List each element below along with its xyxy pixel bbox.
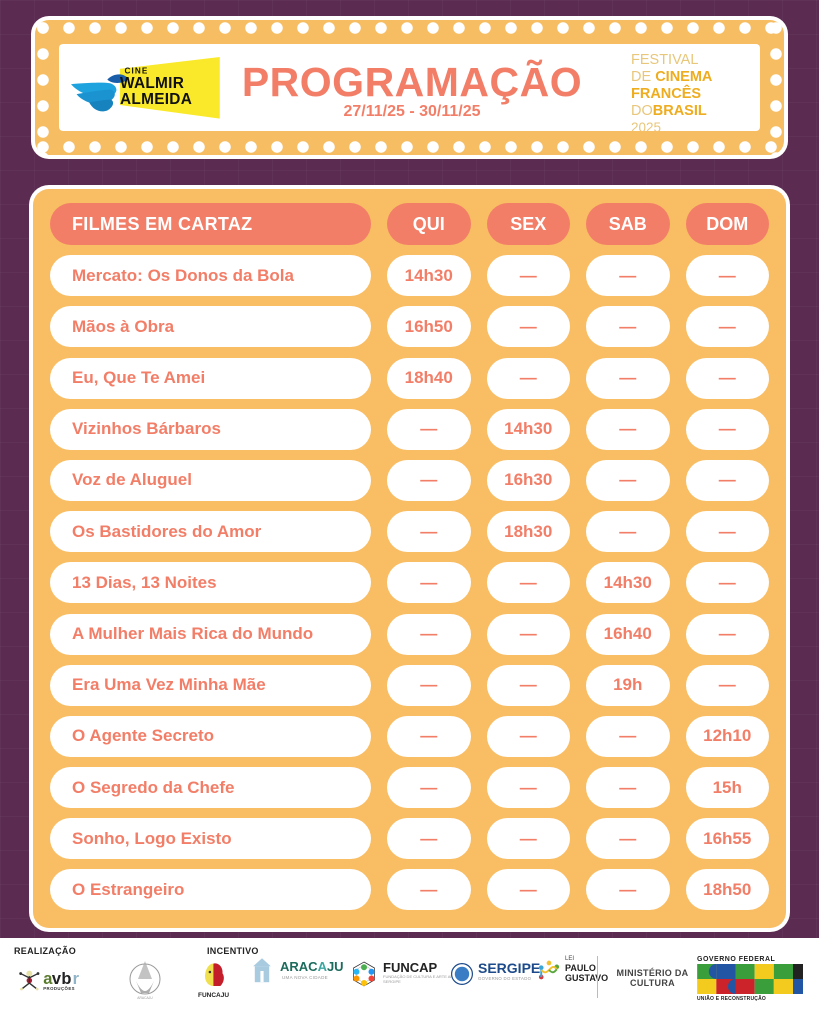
svg-text:PRODUÇÕES: PRODUÇÕES (43, 986, 75, 991)
svg-text:ARACAJU: ARACAJU (137, 996, 153, 1000)
svg-text:ALMEIDA: ALMEIDA (120, 91, 192, 108)
svg-text:WALMIR: WALMIR (120, 75, 184, 92)
